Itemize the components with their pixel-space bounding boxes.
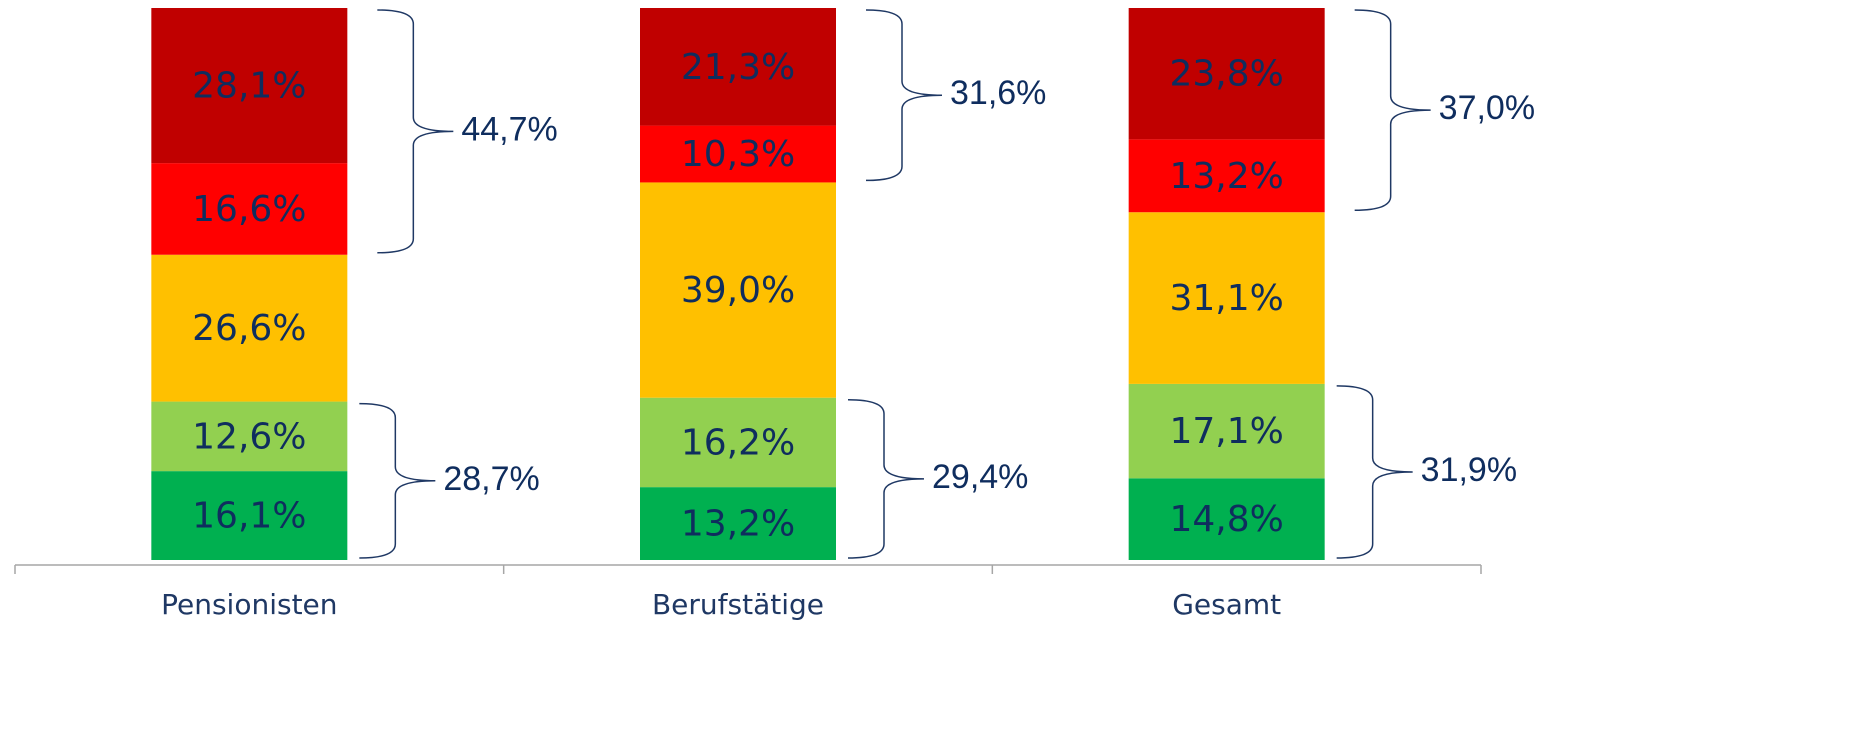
top-bracket-label: 44,7% [461,110,557,148]
bar-segment [640,487,836,560]
top-bracket [1354,9,1431,211]
bar-segment [151,163,348,255]
top-bracket-label: 37,0% [1439,89,1535,127]
bottom-bracket-label: 31,9% [1421,451,1517,489]
bar-segment [1128,212,1325,384]
segment-label: 12,6% [192,416,306,457]
segment-label: 13,2% [681,504,795,545]
segment-label: 39,0% [681,270,795,311]
bar-segment [640,8,836,126]
bar-segment [151,471,348,560]
segment-label: 16,1% [192,496,306,537]
segment-label: 10,3% [681,134,795,175]
x-tick-label: Gesamt [1172,588,1281,621]
segment-label: 16,6% [192,189,306,230]
segment-label: 21,3% [681,47,795,88]
segment-label: 16,2% [681,422,795,463]
segment-label: 31,1% [1169,278,1283,319]
x-tick-label: Berufstätige [652,588,824,621]
x-tick-label: Pensionisten [161,588,337,621]
bar-segment [151,8,348,164]
bar-segment [1128,139,1325,213]
segment-label: 13,2% [1169,156,1283,197]
bottom-bracket [1336,385,1413,559]
top-bracket [865,9,943,182]
bar-segment [1128,383,1325,479]
bar-segment [640,182,836,398]
segment-label: 23,8% [1169,54,1283,95]
segment-label: 17,1% [1169,411,1283,452]
bar-segment [640,397,836,488]
bar-segment [151,401,348,472]
bottom-bracket-label: 29,4% [932,458,1028,496]
top-bracket-label: 31,6% [950,74,1046,112]
bar-segment [151,254,348,402]
bar-segment [1128,8,1325,140]
bottom-bracket [847,398,925,559]
bottom-bracket-label: 28,7% [443,460,539,498]
bottom-bracket [359,402,436,559]
bar-segment [640,125,836,183]
bar-segment [1128,478,1325,560]
segment-label: 26,6% [192,308,306,349]
segment-label: 14,8% [1169,499,1283,540]
top-bracket [377,9,454,254]
segment-label: 28,1% [192,66,306,107]
